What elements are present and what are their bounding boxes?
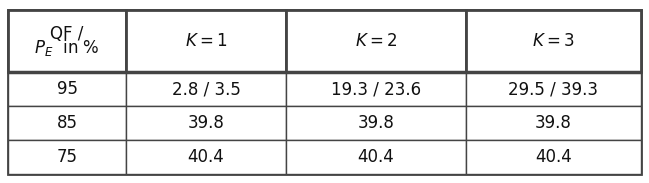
Text: 29.5 / 39.3: 29.5 / 39.3 — [509, 80, 598, 98]
Text: 2.8 / 3.5: 2.8 / 3.5 — [171, 80, 240, 98]
Text: $K = 2$: $K = 2$ — [355, 32, 397, 50]
Bar — [286, 106, 466, 140]
Text: 75: 75 — [56, 148, 77, 166]
Bar — [8, 10, 641, 174]
Bar — [8, 10, 126, 72]
Text: 95: 95 — [56, 80, 77, 98]
Bar — [126, 10, 286, 72]
Bar — [286, 140, 466, 174]
Text: 39.8: 39.8 — [188, 114, 225, 132]
Text: 40.4: 40.4 — [358, 148, 395, 166]
Text: 40.4: 40.4 — [535, 148, 572, 166]
Text: $P_E$  in %: $P_E$ in % — [34, 37, 100, 58]
Bar — [126, 140, 286, 174]
Bar — [466, 72, 641, 106]
Text: $K = 3$: $K = 3$ — [532, 32, 575, 50]
Text: 85: 85 — [56, 114, 77, 132]
Bar — [466, 106, 641, 140]
Bar — [126, 106, 286, 140]
Bar — [8, 106, 126, 140]
Bar — [286, 72, 466, 106]
Text: 19.3 / 23.6: 19.3 / 23.6 — [331, 80, 421, 98]
Bar — [126, 72, 286, 106]
Text: QF /: QF / — [51, 25, 84, 43]
Bar — [466, 10, 641, 72]
Text: 39.8: 39.8 — [358, 114, 395, 132]
Text: $K = 1$: $K = 1$ — [185, 32, 227, 50]
Bar — [8, 140, 126, 174]
Bar — [286, 10, 466, 72]
Bar — [8, 72, 126, 106]
Bar — [466, 140, 641, 174]
Text: 40.4: 40.4 — [188, 148, 225, 166]
Text: 39.8: 39.8 — [535, 114, 572, 132]
